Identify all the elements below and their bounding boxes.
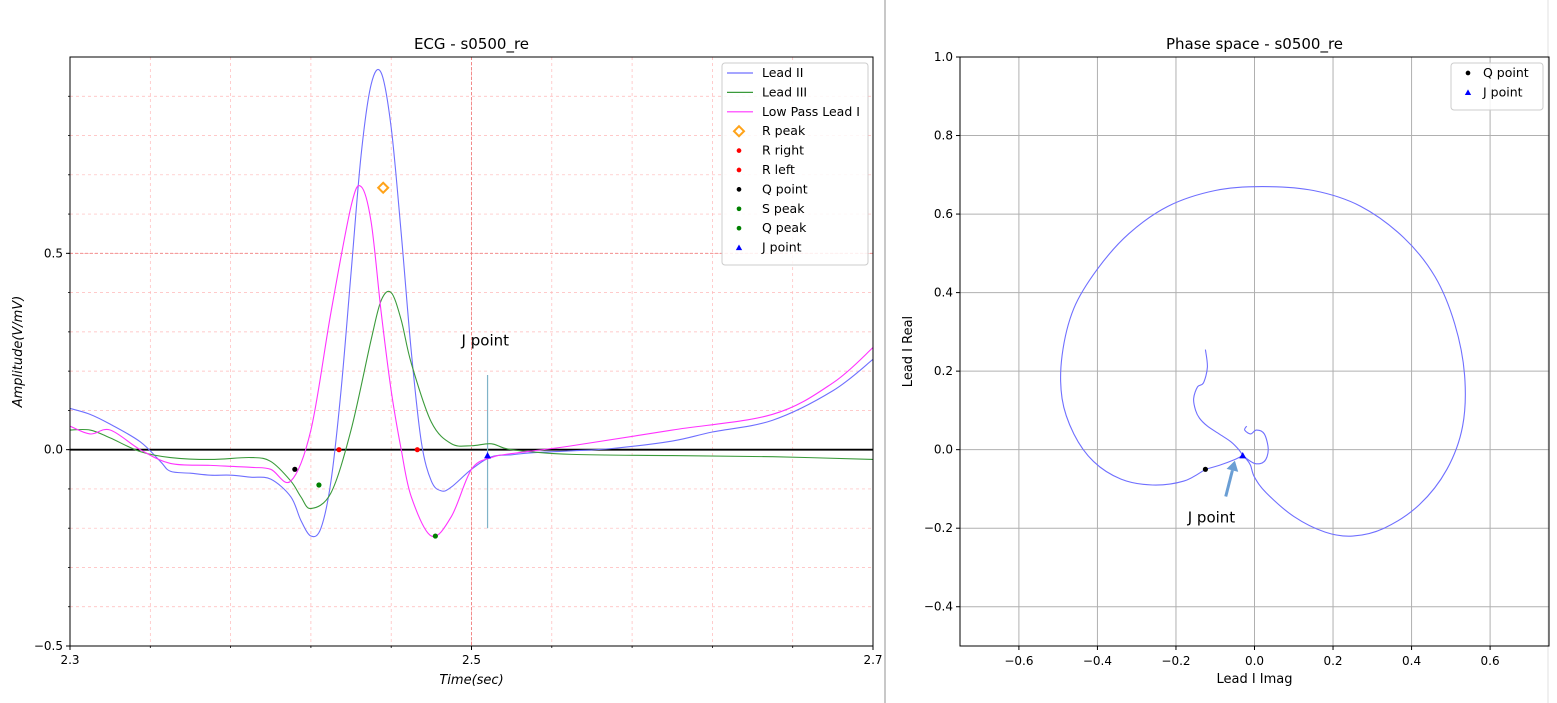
phase-series-group <box>1060 186 1466 537</box>
y-tick-label: 0.0 <box>44 443 63 457</box>
phase-j-point-annotation: J point <box>1187 508 1236 526</box>
ecg-legend-box <box>721 62 869 266</box>
ecg-y-axis-label: Amplitude(V/mV) <box>11 296 26 409</box>
phase-legend-swatch-q-point <box>1465 70 1471 76</box>
legend-label-s-peak: S peak <box>762 201 805 216</box>
j-point-arrow-head <box>1226 460 1239 472</box>
j-point-arrow-shaft <box>1224 469 1234 497</box>
legend-label-r-left: R left <box>762 162 795 177</box>
legend-swatch-r-peak <box>732 124 746 138</box>
phase-x-tick-label: −0.6 <box>1004 654 1033 668</box>
legend-label-lead-iii: Lead III <box>762 84 807 99</box>
phase-legend-label-q-point: Q point <box>1483 65 1529 80</box>
phase-x-tick-label: −0.4 <box>1083 654 1112 668</box>
phase-y-tick-label: −0.2 <box>924 521 953 535</box>
legend-label-q-peak: Q peak <box>762 220 807 235</box>
phase-y-tick-label: 1.0 <box>934 50 953 64</box>
legend-swatch-r-right <box>736 148 742 153</box>
marker-q-peak <box>316 482 322 488</box>
ecg-series-group <box>70 69 873 538</box>
phase-x-axis-label: Lead I Imag <box>1216 672 1292 687</box>
ecg-x-axis-label: Time(sec) <box>439 673 503 688</box>
phase-marker-j-point <box>1239 452 1247 459</box>
ecg-chart-title: ECG - s0500_re <box>414 35 529 54</box>
j-point-annotation: J point <box>461 332 510 350</box>
legend-label-lead-ii: Lead II <box>762 65 803 80</box>
phase-legend-box <box>1450 62 1544 111</box>
legend-label-r-peak: R peak <box>762 123 806 138</box>
phase-trajectory-segment <box>1193 349 1244 456</box>
phase-y-axis-label: Lead I Real <box>901 316 916 387</box>
ecg-chart: J point 2.3 2.5 2.7 −0.5 0.0 0.5 ECG - s0500_re… <box>11 35 883 688</box>
phase-x-tick-label: 0.0 <box>1245 654 1264 668</box>
legend-swatch-s-peak <box>736 206 742 212</box>
phase-y-tick-label: 0.0 <box>934 443 953 457</box>
y-tick-label: 0.5 <box>44 246 63 260</box>
phase-y-tick-label: 0.6 <box>934 207 953 221</box>
legend-label-r-right: R right <box>762 143 804 158</box>
phase-y-tick-label: −0.4 <box>924 600 953 614</box>
phase-y-tick-label: 0.8 <box>934 129 953 143</box>
legend-label-j-point: J point <box>761 240 802 255</box>
phase-y-tick-label: 0.2 <box>934 364 953 378</box>
x-tick-label: 2.3 <box>60 653 79 667</box>
marker-q-point <box>292 466 298 472</box>
series-line-low-pass-lead-i <box>70 185 873 538</box>
x-tick-label: 2.5 <box>462 653 481 667</box>
legend-label-low-pass-lead-i: Low Pass Lead I <box>762 104 860 119</box>
phase-y-tick-label: 0.4 <box>934 286 953 300</box>
ecg-legend: Lead II Lead III Low Pass Lead I R peak R ri… <box>721 62 869 266</box>
x-tick-label: 2.7 <box>863 653 882 667</box>
legend-swatch-q-point <box>736 187 742 192</box>
marker-r-peak <box>376 181 390 195</box>
phase-trajectory-segment <box>1060 186 1466 537</box>
marker-r-left <box>336 447 342 453</box>
phase-space-chart: J point −0.6 −0.4 −0.2 0.0 0.2 0.4 0.6 −0.4 −0.2 0… <box>901 35 1550 687</box>
legend-label-q-point: Q point <box>762 181 808 196</box>
legend-swatch-j-point <box>735 244 743 251</box>
phase-trajectory-segment <box>1242 425 1269 465</box>
phase-x-tick-label: 0.2 <box>1323 654 1342 668</box>
phase-x-tick-label: 0.6 <box>1481 654 1500 668</box>
phase-legend: Q point J point <box>1450 62 1544 111</box>
marker-s-peak <box>432 533 438 539</box>
legend-swatch-q-peak <box>736 225 742 231</box>
phase-legend-label-j-point: J point <box>1482 85 1523 100</box>
series-line-lead-ii <box>70 69 873 538</box>
y-tick-label: −0.5 <box>34 639 63 653</box>
marker-r-right <box>414 447 420 453</box>
phase-chart-title: Phase space - s0500_re <box>1166 35 1343 54</box>
legend-swatch-r-left <box>736 167 742 173</box>
phase-x-tick-label: 0.4 <box>1402 654 1421 668</box>
marker-j-point <box>484 452 492 459</box>
phase-legend-swatch-j-point <box>1464 89 1472 96</box>
phase-x-tick-label: −0.2 <box>1161 654 1190 668</box>
phase-marker-q-point <box>1202 466 1209 472</box>
phase-trajectory-segment <box>1205 455 1243 470</box>
